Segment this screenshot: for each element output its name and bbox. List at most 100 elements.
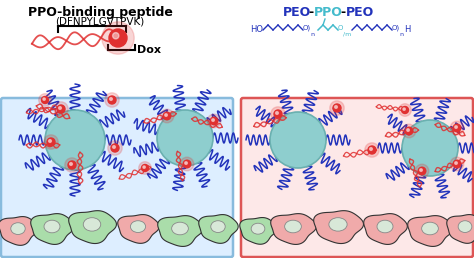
Circle shape (42, 96, 48, 103)
Polygon shape (0, 216, 38, 245)
Circle shape (54, 102, 68, 116)
Circle shape (70, 163, 73, 165)
Ellipse shape (44, 220, 60, 233)
Ellipse shape (211, 221, 225, 232)
Text: O): O) (392, 25, 400, 31)
Circle shape (453, 124, 461, 132)
Circle shape (419, 169, 422, 171)
Circle shape (47, 138, 55, 146)
Polygon shape (408, 216, 453, 246)
Text: PEO: PEO (346, 6, 374, 19)
Circle shape (113, 33, 119, 39)
Text: O: O (338, 25, 343, 31)
Text: n: n (310, 31, 314, 36)
Polygon shape (69, 211, 117, 244)
Circle shape (108, 141, 122, 155)
Text: PEO: PEO (283, 6, 311, 19)
Circle shape (402, 120, 458, 176)
Circle shape (274, 110, 282, 118)
Circle shape (139, 162, 151, 174)
Circle shape (111, 144, 119, 152)
Circle shape (450, 121, 464, 135)
Circle shape (365, 143, 379, 157)
Circle shape (113, 146, 115, 148)
Circle shape (335, 106, 337, 108)
Circle shape (68, 161, 76, 169)
Polygon shape (364, 214, 407, 244)
Text: H: H (404, 26, 410, 35)
Circle shape (212, 119, 214, 121)
Circle shape (405, 127, 413, 135)
Circle shape (109, 29, 127, 47)
Ellipse shape (458, 221, 472, 232)
Circle shape (143, 166, 146, 168)
Text: /m: /m (343, 31, 351, 36)
Polygon shape (158, 216, 203, 246)
Circle shape (453, 160, 461, 168)
FancyBboxPatch shape (1, 98, 233, 257)
Circle shape (105, 93, 119, 107)
Text: PPO: PPO (314, 6, 343, 19)
Circle shape (207, 114, 221, 128)
Ellipse shape (422, 222, 438, 235)
Circle shape (44, 135, 58, 149)
Circle shape (59, 107, 62, 109)
Circle shape (102, 22, 134, 54)
Polygon shape (314, 211, 364, 244)
Text: (DFNPYLGVTPVK): (DFNPYLGVTPVK) (55, 17, 145, 27)
Text: O): O) (303, 25, 311, 31)
Circle shape (109, 98, 112, 100)
Text: n: n (399, 31, 403, 36)
Circle shape (43, 98, 46, 100)
Circle shape (45, 110, 105, 170)
Polygon shape (271, 214, 316, 244)
Circle shape (185, 162, 187, 164)
Circle shape (455, 162, 457, 164)
Ellipse shape (329, 218, 347, 231)
Ellipse shape (251, 223, 265, 234)
Polygon shape (31, 214, 74, 244)
Polygon shape (118, 215, 159, 243)
Circle shape (271, 107, 285, 121)
Circle shape (65, 158, 79, 172)
Ellipse shape (172, 222, 188, 235)
Circle shape (415, 164, 429, 178)
Circle shape (418, 167, 426, 175)
Polygon shape (240, 217, 277, 244)
FancyBboxPatch shape (241, 98, 473, 257)
Circle shape (330, 101, 344, 115)
Circle shape (270, 112, 326, 168)
Ellipse shape (285, 220, 301, 233)
Ellipse shape (130, 221, 146, 232)
Circle shape (180, 157, 194, 171)
Ellipse shape (377, 220, 393, 233)
Circle shape (210, 117, 218, 125)
Circle shape (399, 104, 411, 116)
Circle shape (163, 112, 171, 120)
Text: HO: HO (250, 26, 263, 35)
Circle shape (450, 157, 464, 171)
Circle shape (370, 148, 373, 150)
Text: -: - (308, 6, 313, 19)
Circle shape (333, 104, 341, 112)
Circle shape (403, 108, 405, 110)
Circle shape (401, 107, 409, 114)
Circle shape (49, 140, 51, 142)
Circle shape (275, 112, 278, 114)
Polygon shape (199, 215, 238, 243)
Polygon shape (447, 215, 474, 243)
Circle shape (157, 110, 213, 166)
Circle shape (57, 105, 65, 113)
Text: -: - (340, 6, 345, 19)
Circle shape (183, 160, 191, 168)
Circle shape (39, 94, 51, 106)
Circle shape (165, 114, 167, 116)
Circle shape (108, 96, 116, 104)
Circle shape (160, 109, 174, 123)
Ellipse shape (83, 218, 101, 231)
Circle shape (402, 124, 416, 138)
Circle shape (142, 165, 148, 172)
Circle shape (407, 129, 410, 131)
Ellipse shape (11, 223, 25, 235)
Text: PPO-binding peptide: PPO-binding peptide (27, 6, 173, 19)
